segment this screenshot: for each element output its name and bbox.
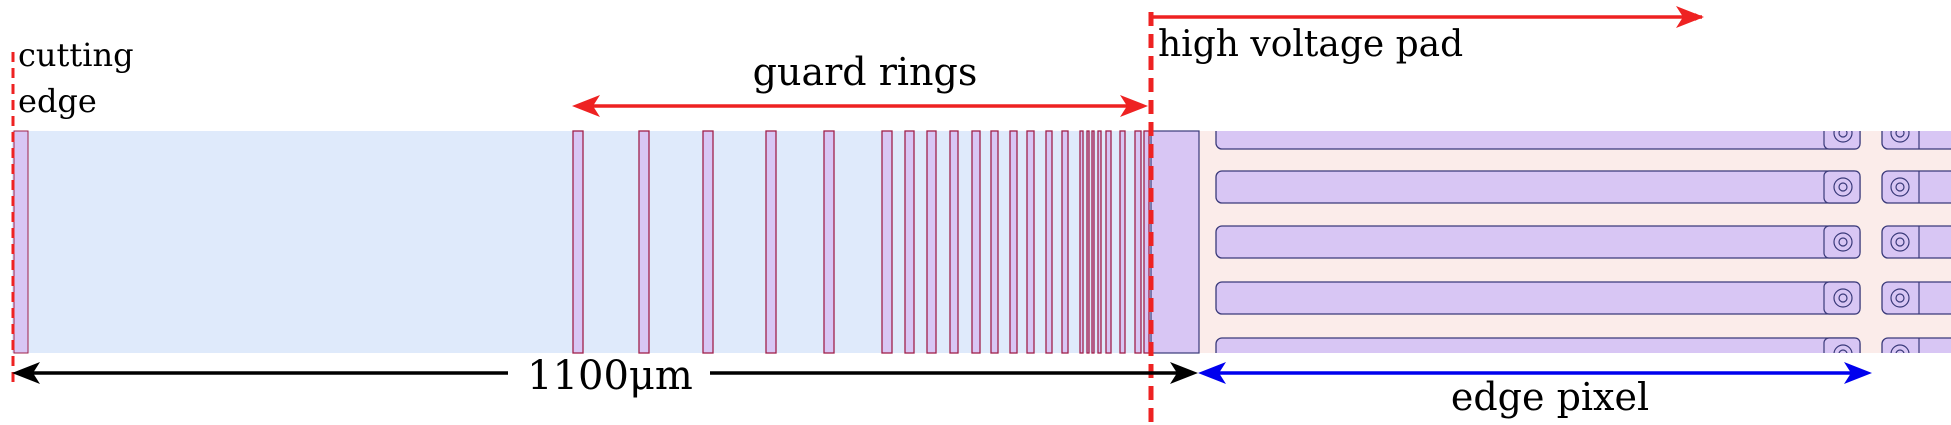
neighbour-pixel-bar <box>1881 225 1951 259</box>
bump-pad <box>1823 170 1861 204</box>
high-voltage-pad-label: high voltage pad <box>1158 24 1463 65</box>
bump-pad-outer-ring <box>1833 131 1853 143</box>
neighbour-bump-outer-ring <box>1890 344 1910 353</box>
cutting-edge-label-line1: cutting <box>18 36 134 74</box>
pixel-metal-bar <box>1215 281 1861 315</box>
pixel-row <box>1215 225 1951 259</box>
guard-ring <box>1045 130 1053 354</box>
guard-rings-label: guard rings <box>753 50 978 94</box>
guard-ring <box>1079 130 1084 354</box>
guard-rings-arrowhead-right <box>1120 95 1148 117</box>
guard-rings-group <box>572 130 1150 354</box>
high-voltage-pad-metal <box>1150 130 1200 354</box>
neighbour-pixel-bar <box>1881 131 1951 150</box>
guard-ring <box>1143 130 1150 354</box>
guard-ring <box>904 130 915 354</box>
guard-ring <box>1026 130 1035 354</box>
bump-pad-inner-ring <box>1838 182 1848 192</box>
guard-ring <box>1086 130 1090 354</box>
neighbour-bump-inner-ring <box>1895 131 1905 138</box>
pixel-metal-bar <box>1215 337 1861 353</box>
high-voltage-pad-arrowhead <box>1676 6 1704 28</box>
guard-ring <box>926 130 937 354</box>
pixel-row <box>1215 170 1951 204</box>
guard-ring <box>702 130 714 354</box>
bump-pad-inner-ring <box>1838 293 1848 303</box>
guard-ring <box>572 130 584 354</box>
bump-pad-outer-ring <box>1833 232 1853 252</box>
guard-ring <box>971 130 981 354</box>
bump-pad-inner-ring <box>1838 131 1848 138</box>
distance-arrowhead-right <box>1170 362 1198 384</box>
pixel-row <box>1215 281 1951 315</box>
guard-ring <box>1134 130 1142 354</box>
bump-pad <box>1823 131 1861 150</box>
guard-ring <box>638 130 650 354</box>
guard-ring <box>1097 130 1102 354</box>
neighbour-bump-outer-ring <box>1890 288 1910 308</box>
bump-pad-outer-ring <box>1833 177 1853 197</box>
neighbour-pixel-bar <box>1881 337 1951 353</box>
bump-pad-inner-ring <box>1838 349 1848 353</box>
guard-rings-arrowhead-left <box>572 95 600 117</box>
pixel-rows-group <box>1215 131 1951 353</box>
neighbour-bump-outer-ring <box>1890 131 1910 143</box>
pixel-metal-bar <box>1215 131 1861 150</box>
pixel-metal-bar <box>1215 170 1861 204</box>
neighbour-pixel-bar <box>1881 281 1951 315</box>
edge-pixel-label: edge pixel <box>1451 375 1649 419</box>
cutting-edge-label-line2: edge <box>18 82 97 120</box>
distance-arrowhead-left <box>12 362 40 384</box>
guard-ring <box>949 130 959 354</box>
pixel-row <box>1215 131 1951 150</box>
bump-pad-outer-ring <box>1833 344 1853 353</box>
bump-pad <box>1823 281 1861 315</box>
neighbour-bump-inner-ring <box>1895 237 1905 247</box>
bump-pad-outer-ring <box>1833 288 1853 308</box>
edge-pixel-arrowhead-left <box>1198 362 1226 384</box>
bump-pad <box>1823 225 1861 259</box>
guard-ring <box>1009 130 1018 354</box>
guard-ring <box>1119 130 1126 354</box>
bump-pad-inner-ring <box>1838 237 1848 247</box>
neighbour-bump-inner-ring <box>1895 349 1905 353</box>
pixel-metal-bar <box>1215 225 1861 259</box>
guard-ring <box>1091 130 1095 354</box>
cutting-edge-strip <box>13 130 29 354</box>
neighbour-bump-outer-ring <box>1890 232 1910 252</box>
pixel-row <box>1215 337 1951 353</box>
guard-ring <box>881 130 893 354</box>
guard-ring <box>823 130 835 354</box>
distance-label: 1100μm <box>527 353 693 399</box>
guard-ring <box>1105 130 1112 354</box>
edge-pixel-arrowhead-right <box>1844 362 1872 384</box>
guard-ring <box>765 130 777 354</box>
neighbour-bump-outer-ring <box>1890 177 1910 197</box>
neighbour-bump-inner-ring <box>1895 182 1905 192</box>
neighbour-pixel-bar <box>1881 170 1951 204</box>
bump-pad <box>1823 337 1861 353</box>
neighbour-bump-inner-ring <box>1895 293 1905 303</box>
guard-ring <box>990 130 999 354</box>
guard-ring <box>1061 130 1069 354</box>
